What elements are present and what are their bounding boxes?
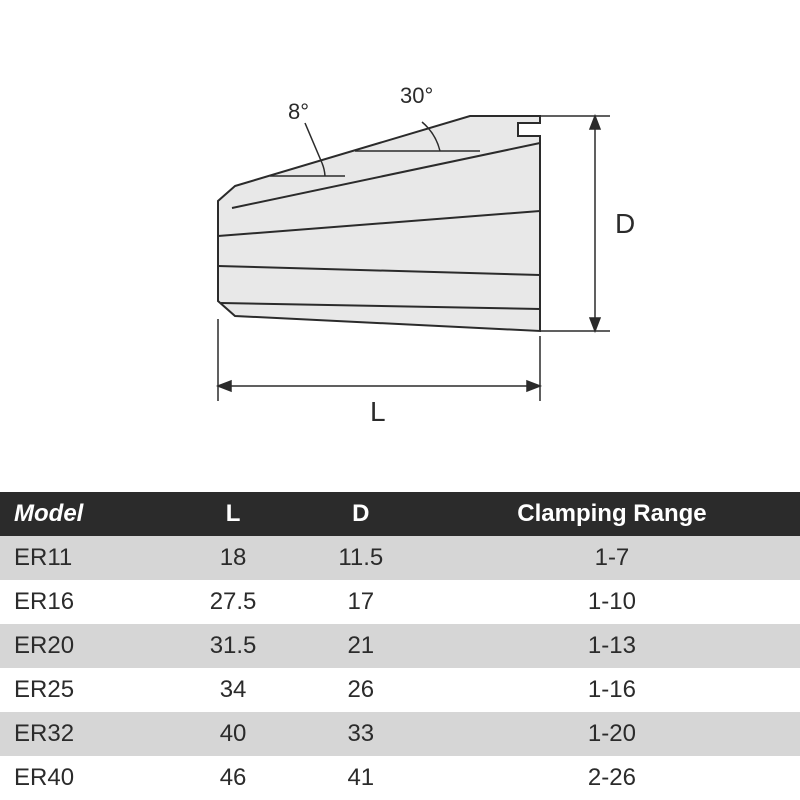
col-l: L	[168, 492, 297, 536]
cell: 1-10	[424, 580, 800, 624]
dimension-d-label: D	[615, 208, 635, 239]
cell: 1-20	[424, 712, 800, 756]
cell: 18	[168, 536, 297, 580]
dimension-l-label: L	[370, 396, 386, 427]
angle-30-label: 30°	[400, 83, 433, 108]
cell: 1-13	[424, 624, 800, 668]
cell: 40	[168, 712, 297, 756]
cell: 41	[298, 756, 424, 800]
cell: 17	[298, 580, 424, 624]
cell: 46	[168, 756, 297, 800]
table-body: ER11 18 11.5 1-7 ER16 27.5 17 1-10 ER20 …	[0, 536, 800, 800]
table-row: ER25 34 26 1-16	[0, 668, 800, 712]
table-row: ER20 31.5 21 1-13	[0, 624, 800, 668]
spec-table: Model L D Clamping Range ER11 18 11.5 1-…	[0, 492, 800, 800]
table-row: ER11 18 11.5 1-7	[0, 536, 800, 580]
cell: 27.5	[168, 580, 297, 624]
table-row: ER16 27.5 17 1-10	[0, 580, 800, 624]
col-d: D	[298, 492, 424, 536]
cell: ER11	[0, 536, 168, 580]
cell: 21	[298, 624, 424, 668]
col-model: Model	[0, 492, 168, 536]
cell: 26	[298, 668, 424, 712]
cell: ER20	[0, 624, 168, 668]
table-header-row: Model L D Clamping Range	[0, 492, 800, 536]
cell: 33	[298, 712, 424, 756]
spec-table-area: Model L D Clamping Range ER11 18 11.5 1-…	[0, 492, 800, 800]
cell: 34	[168, 668, 297, 712]
cell: ER40	[0, 756, 168, 800]
table-row: ER40 46 41 2-26	[0, 756, 800, 800]
cell: 31.5	[168, 624, 297, 668]
cell: ER16	[0, 580, 168, 624]
table-row: ER32 40 33 1-20	[0, 712, 800, 756]
cell: ER25	[0, 668, 168, 712]
cell: 11.5	[298, 536, 424, 580]
cell: 2-26	[424, 756, 800, 800]
collet-diagram: 30° 8° D L	[140, 61, 660, 441]
angle-8-label: 8°	[288, 99, 309, 124]
col-clamping: Clamping Range	[424, 492, 800, 536]
cell: ER32	[0, 712, 168, 756]
diagram-area: 30° 8° D L	[0, 0, 800, 492]
cell: 1-16	[424, 668, 800, 712]
cell: 1-7	[424, 536, 800, 580]
